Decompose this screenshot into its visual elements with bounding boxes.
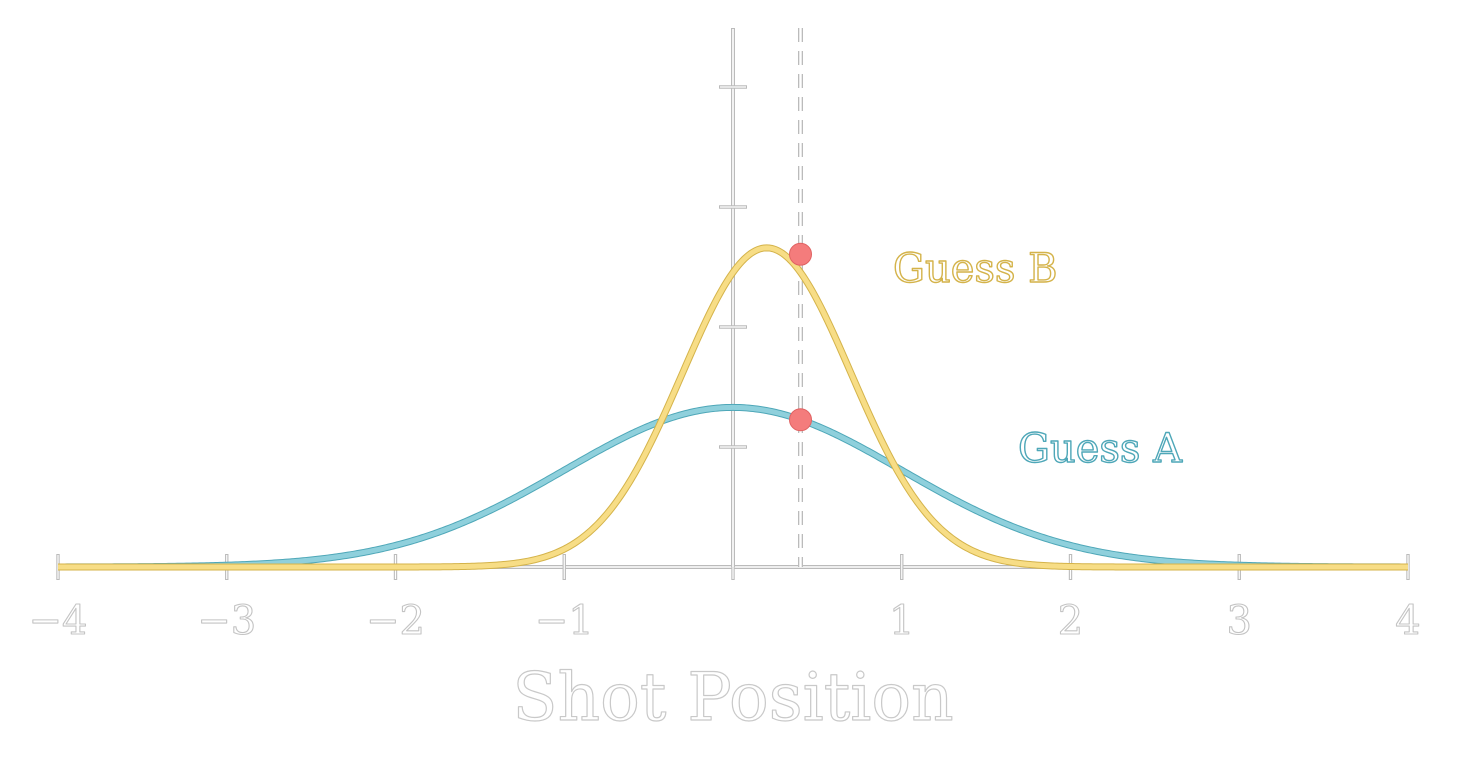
- labels: Guess B Guess A Shot Position: [512, 245, 1184, 736]
- x-tick-label: −4: [29, 598, 88, 644]
- series-line-guess-a: [57, 404, 1409, 570]
- shot-marker-guess-b: [789, 242, 812, 266]
- y-axis: [719, 28, 747, 567]
- x-tick-label: 1: [889, 598, 914, 644]
- curves: [56, 244, 1410, 571]
- markers: [789, 242, 812, 432]
- x-tick-label: −3: [197, 598, 256, 644]
- shot-marker-guess-a: [789, 408, 812, 432]
- x-tick-label: −1: [535, 598, 594, 644]
- x-tick-label: −2: [366, 598, 425, 644]
- series-label-guess-a: Guess A: [1018, 426, 1183, 472]
- x-tick-label: 4: [1395, 598, 1420, 644]
- x-tick-label: 2: [1058, 598, 1083, 644]
- x-tick-label: 3: [1227, 598, 1252, 644]
- x-axis-label: Shot Position: [512, 659, 953, 736]
- series-line-guess-b: [57, 245, 1409, 570]
- series-label-guess-b: Guess B: [893, 246, 1058, 292]
